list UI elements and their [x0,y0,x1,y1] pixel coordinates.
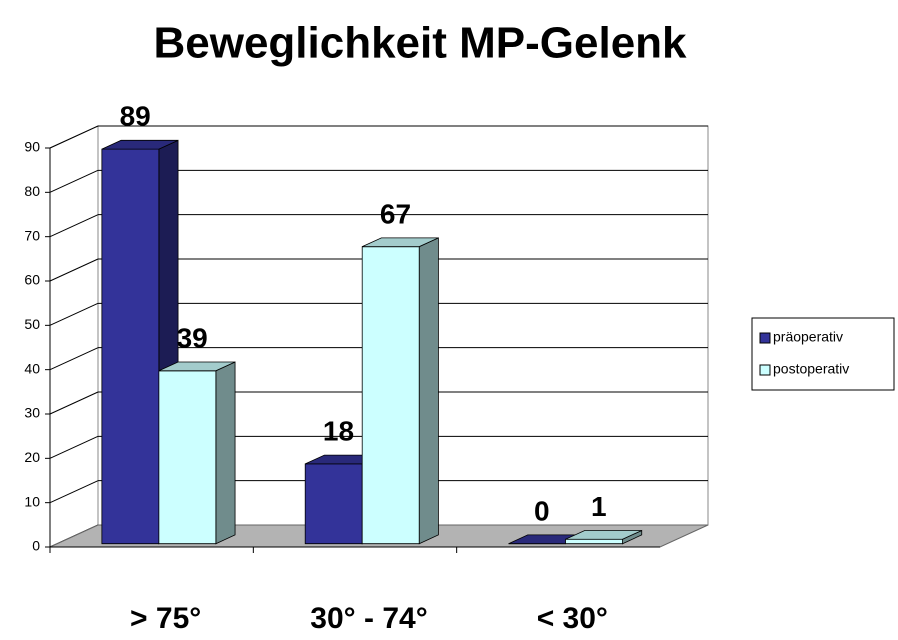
y-tick-label: 0 [32,538,40,554]
bar-front [361,246,420,545]
legend-label: postoperativ [773,361,849,377]
bar-side [418,237,439,545]
bar-front [101,148,160,545]
bar-top [101,139,179,150]
bar-side [215,361,236,545]
bar-top [565,530,642,540]
bar-front [158,370,217,545]
chart-title: Beweglichkeit MP-Gelenk [153,19,687,68]
legend-swatch [759,364,771,376]
y-tick-label: 10 [24,493,40,509]
bar-front [304,463,363,545]
grid-line [49,258,99,282]
grid-line [49,169,99,193]
y-tick-label: 40 [24,360,40,376]
grid-line [49,391,99,415]
y-tick-label: 80 [24,183,40,199]
x-tick-label: 30° - 74° [310,602,427,635]
grid-line [49,125,99,149]
data-label: 89 [120,101,151,132]
data-label: 39 [177,322,208,353]
grid-line [49,302,99,326]
legend-box [751,317,895,391]
legend-label: präoperativ [773,329,843,345]
bar-top [158,361,236,372]
grid-line [49,214,99,238]
data-label: 18 [323,415,354,446]
y-tick-label: 50 [24,316,40,332]
bar [158,361,236,545]
y-tick-label: 30 [24,405,40,421]
grid-line [49,480,99,504]
data-label: 1 [591,491,607,522]
bar [565,529,643,545]
bar-top [362,237,439,248]
grid-line [49,435,99,459]
y-tick-label: 90 [24,139,40,155]
grid-line [49,347,99,371]
legend-swatch [759,332,771,344]
y-tick-label: 20 [24,449,40,465]
bar [361,237,439,545]
y-tick-label: 60 [24,272,40,288]
x-tick-label: < 30° [537,602,608,635]
x-tick-label: > 75° [130,602,201,635]
bar-front [565,538,623,545]
y-tick-label: 70 [24,227,40,243]
data-label: 0 [534,495,550,526]
data-label: 67 [380,198,411,229]
